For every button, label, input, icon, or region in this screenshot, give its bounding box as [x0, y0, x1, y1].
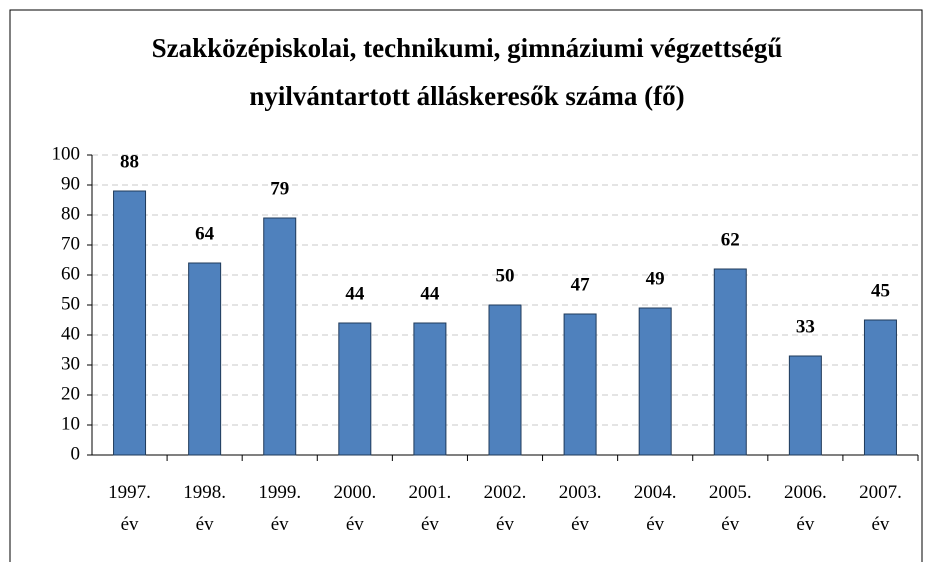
x-tick-label: 2000. év [333, 482, 377, 535]
data-label: 47 [571, 274, 591, 295]
y-tick-label: 50 [61, 293, 80, 314]
y-tick-label: 20 [61, 383, 80, 404]
bar [338, 322, 372, 456]
y-tick-label: 60 [61, 263, 80, 284]
x-tick-label: 2004. év [633, 482, 677, 535]
x-tick-label: 2003. év [558, 482, 602, 535]
data-label: 79 [270, 178, 289, 199]
data-label: 49 [646, 268, 665, 289]
bar [863, 319, 897, 456]
bar [113, 190, 147, 456]
bar [563, 313, 597, 456]
x-tick-label: 1998. év [183, 482, 226, 535]
data-label: 44 [420, 283, 440, 304]
data-label: 45 [871, 280, 890, 301]
y-tick-label: 0 [71, 443, 81, 464]
y-tick-label: 90 [61, 173, 80, 194]
chart-frame [9, 9, 923, 562]
bar [188, 262, 222, 456]
y-tick-label: 100 [52, 143, 81, 164]
data-label: 33 [796, 316, 815, 337]
bar [263, 217, 297, 456]
bar [713, 268, 747, 456]
bar [413, 322, 447, 456]
data-label: 50 [496, 265, 515, 286]
x-tick-label: 2005. év [708, 482, 752, 535]
x-tick-label: 1999. év [258, 482, 302, 535]
bar [488, 304, 522, 456]
y-tick-label: 80 [61, 203, 80, 224]
data-label: 88 [120, 151, 139, 172]
x-tick-label: 2007. év [859, 482, 902, 535]
y-tick-label: 10 [61, 413, 80, 434]
x-tick-label: 2006. év [783, 482, 827, 535]
chart-title: Szakközépiskolai, technikumi, gimnáziumi… [151, 33, 783, 111]
x-tick-label: 2001. év [408, 482, 452, 535]
x-tick-label: 2002. év [483, 482, 527, 535]
y-tick-label: 40 [61, 323, 80, 344]
bar [788, 355, 822, 456]
bar [638, 307, 672, 456]
x-tick-label: 1997. év [108, 482, 151, 535]
data-label: 62 [721, 229, 740, 250]
y-tick-label: 30 [61, 353, 80, 374]
data-label: 64 [195, 223, 215, 244]
data-label: 44 [345, 283, 365, 304]
y-tick-label: 70 [61, 233, 80, 254]
